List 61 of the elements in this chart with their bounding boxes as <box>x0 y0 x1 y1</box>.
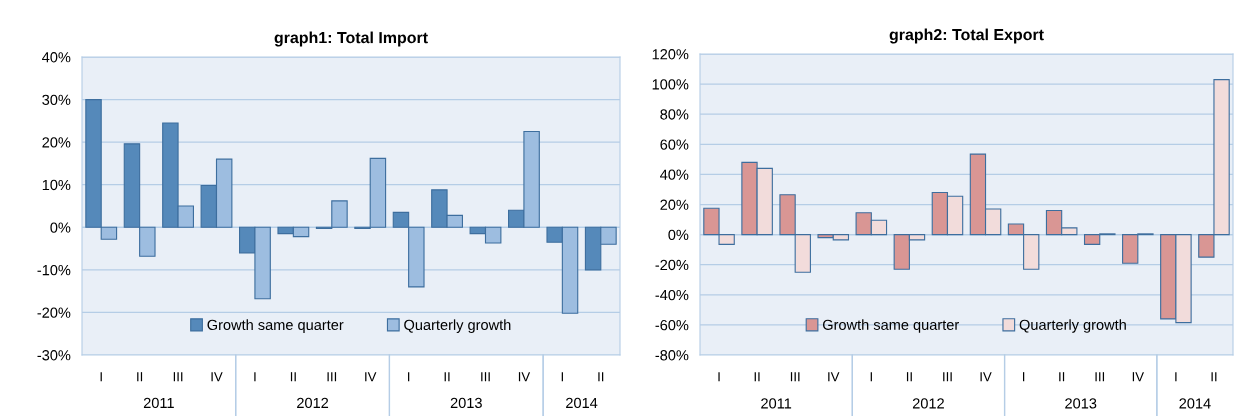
x-tick-label: IV <box>365 372 377 382</box>
x-tick-label: I <box>100 372 102 382</box>
y-tick-label: 30% <box>42 94 71 105</box>
y-tick-label: 100% <box>652 79 689 90</box>
y-tick-label: 120% <box>652 49 689 60</box>
y-tick-label: 20% <box>660 199 689 210</box>
y-tick-label: -20% <box>655 259 689 271</box>
y-tick-label: 40% <box>42 52 71 63</box>
x-tick-label: III <box>327 372 337 382</box>
text: 2011 <box>143 397 174 409</box>
text: 2013 <box>1065 398 1097 409</box>
legend-label: Growth same quarter <box>822 319 959 333</box>
y-tick-label: -20% <box>37 307 71 318</box>
x-tick-label: I <box>1175 372 1177 382</box>
x-tick-label: III <box>481 372 490 382</box>
x-tick-label: I <box>870 372 872 382</box>
y-tick-label: -60% <box>655 320 689 331</box>
x-tick-label: II <box>1211 372 1217 382</box>
text: 2012 <box>912 398 944 409</box>
text: 2014 <box>566 397 598 409</box>
x-tick-label: II <box>290 372 296 382</box>
y-tick-label: -10% <box>37 264 71 276</box>
legend-label: Quarterly growth <box>1019 319 1126 333</box>
y-tick-label: -40% <box>655 289 689 301</box>
x-tick-label: II <box>906 372 912 382</box>
x-tick-label: III <box>173 372 183 382</box>
x-tick-label: II <box>444 372 450 382</box>
y-tick-label: 60% <box>660 139 689 150</box>
text: 2012 <box>297 397 329 409</box>
x-tick-label: IV <box>518 372 531 382</box>
x-tick-label: I <box>408 372 410 382</box>
chart-title: graph1: Total Import <box>274 31 428 47</box>
y-tick-label: 10% <box>42 179 71 191</box>
x-tick-label: I <box>254 372 256 382</box>
x-tick-label: II <box>1059 372 1065 382</box>
x-tick-label: II <box>754 372 760 382</box>
y-tick-label: 40% <box>660 169 689 180</box>
x-tick-label: IV <box>211 372 223 382</box>
legend-label: Quarterly growth <box>404 319 511 333</box>
legend-label: Growth same quarter <box>207 319 344 333</box>
y-tick-label: 0% <box>50 222 71 233</box>
x-tick-label: III <box>943 372 952 382</box>
x-tick-label: I <box>1022 372 1025 382</box>
y-tick-label: 80% <box>660 109 689 120</box>
x-tick-label: III <box>790 372 800 382</box>
x-tick-label: I <box>561 372 563 382</box>
x-tick-label: II <box>598 372 604 382</box>
x-tick-label: IV <box>980 372 992 382</box>
text: 2013 <box>450 397 482 409</box>
text: 2011 <box>761 398 792 409</box>
x-tick-label: IV <box>828 372 840 382</box>
chart-title: graph2: Total Export <box>889 28 1044 44</box>
y-tick-label: -80% <box>655 350 689 361</box>
y-tick-label: 20% <box>42 137 71 148</box>
y-tick-label: -30% <box>37 350 71 361</box>
x-tick-label: III <box>1095 372 1105 382</box>
x-tick-label: IV <box>1132 372 1144 382</box>
x-tick-label: I <box>718 372 720 382</box>
text: 2014 <box>1179 398 1211 409</box>
y-tick-label: 0% <box>668 229 689 241</box>
x-tick-label: II <box>137 372 143 382</box>
